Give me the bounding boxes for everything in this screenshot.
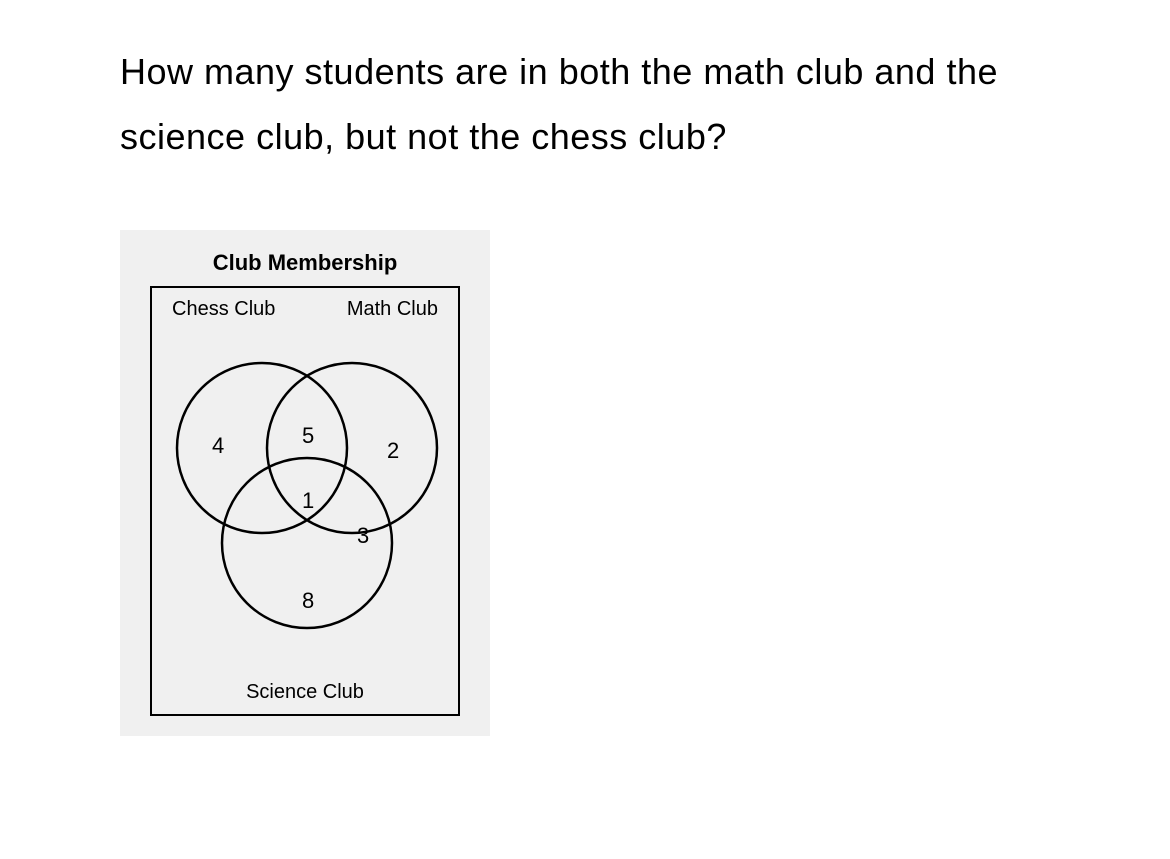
label-math-club: Math Club [347,298,438,321]
region-science-only: 8 [302,588,314,614]
circle-math [267,363,437,533]
region-all-three: 1 [302,488,314,514]
region-math-science: 3 [357,523,369,549]
diagram-title: Club Membership [150,250,460,276]
label-chess-club: Chess Club [172,298,275,321]
venn-diagram-container: Club Membership Chess Club Math Club Sci… [120,230,490,736]
region-chess-math: 5 [302,423,314,449]
diagram-box: Chess Club Math Club Science Club 4 5 2 … [150,286,460,716]
region-math-only: 2 [387,438,399,464]
region-chess-only: 4 [212,433,224,459]
question-text: How many students are in both the math c… [120,40,1050,170]
circle-chess [177,363,347,533]
